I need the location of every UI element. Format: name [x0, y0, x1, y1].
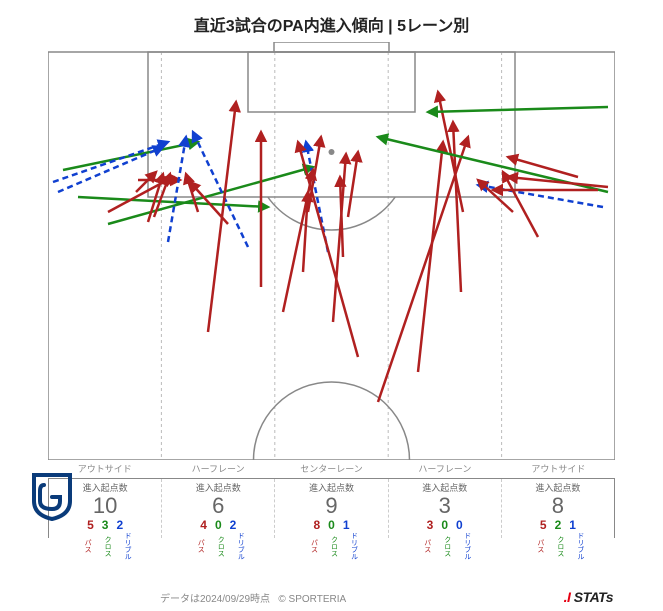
lane-label: ハーフレーン [388, 460, 501, 476]
stat-sub-row: 8 0 1 [275, 518, 387, 532]
stat-sub-pass: 3 [427, 518, 434, 532]
pitch-svg [48, 42, 615, 460]
stat-sub-cross: 3 [102, 518, 109, 532]
lane-label: アウトサイド [502, 460, 615, 476]
stat-sub-row: 4 0 2 [162, 518, 274, 532]
stat-sub-pass: 4 [200, 518, 207, 532]
chart-area: アウトサイドハーフレーンセンターレーンハーフレーンアウトサイド 進入起点数 10… [48, 42, 615, 532]
stat-sub-row: 5 2 1 [502, 518, 614, 532]
stat-sub-dribble: 1 [343, 518, 350, 532]
stat-sub-pass: 8 [313, 518, 320, 532]
stat-sub-cross: 2 [555, 518, 562, 532]
lane-label: センターレーン [275, 460, 388, 476]
jstats-logo: .I STATs [564, 589, 613, 605]
stat-sub-cross: 0 [441, 518, 448, 532]
lane-stat-cell: 進入起点数 8 5 2 1 パス クロス ドリブル [502, 479, 615, 538]
lane-stat-cell: 進入起点数 6 4 0 2 パス クロス ドリブル [162, 479, 275, 538]
stat-sub-pass: 5 [540, 518, 547, 532]
footer-data-text: データは2024/09/29時点 © SPORTERIA [160, 590, 346, 605]
stat-total: 6 [162, 494, 274, 518]
stats-row: 進入起点数 10 5 3 2 パス クロス ドリブル 進入起点数 6 4 0 2… [48, 478, 615, 538]
stat-total: 3 [389, 494, 501, 518]
stat-sub-dribble: 1 [569, 518, 576, 532]
lane-stat-cell: 進入起点数 9 8 0 1 パス クロス ドリブル [275, 479, 388, 538]
lane-label: ハーフレーン [161, 460, 274, 476]
lane-labels-row: アウトサイドハーフレーンセンターレーンハーフレーンアウトサイド [48, 460, 615, 476]
stat-sub-row: 3 0 0 [389, 518, 501, 532]
stat-sub-pass: 5 [87, 518, 94, 532]
stat-sub-dribble: 2 [230, 518, 237, 532]
stat-sub-labels: パス クロス ドリブル [389, 532, 501, 560]
lane-stat-cell: 進入起点数 3 3 0 0 パス クロス ドリブル [389, 479, 502, 538]
stat-sub-labels: パス クロス ドリブル [49, 532, 161, 560]
chart-container: 直近3試合のPA内進入傾向 | 5レーン別 アウトサイドハーフレーンセンターレー… [0, 0, 663, 611]
stat-sub-cross: 0 [328, 518, 335, 532]
stat-total: 8 [502, 494, 614, 518]
stat-sub-cross: 0 [215, 518, 222, 532]
footer: データは2024/09/29時点 © SPORTERIA .I STATs [0, 589, 663, 605]
chart-title: 直近3試合のPA内進入傾向 | 5レーン別 [0, 0, 663, 44]
stat-sub-dribble: 2 [116, 518, 123, 532]
stat-sub-labels: パス クロス ドリブル [275, 532, 387, 560]
team-logo [30, 471, 74, 521]
stat-sub-labels: パス クロス ドリブル [502, 532, 614, 560]
stat-sub-dribble: 0 [456, 518, 463, 532]
stat-sub-labels: パス クロス ドリブル [162, 532, 274, 560]
stat-total: 9 [275, 494, 387, 518]
